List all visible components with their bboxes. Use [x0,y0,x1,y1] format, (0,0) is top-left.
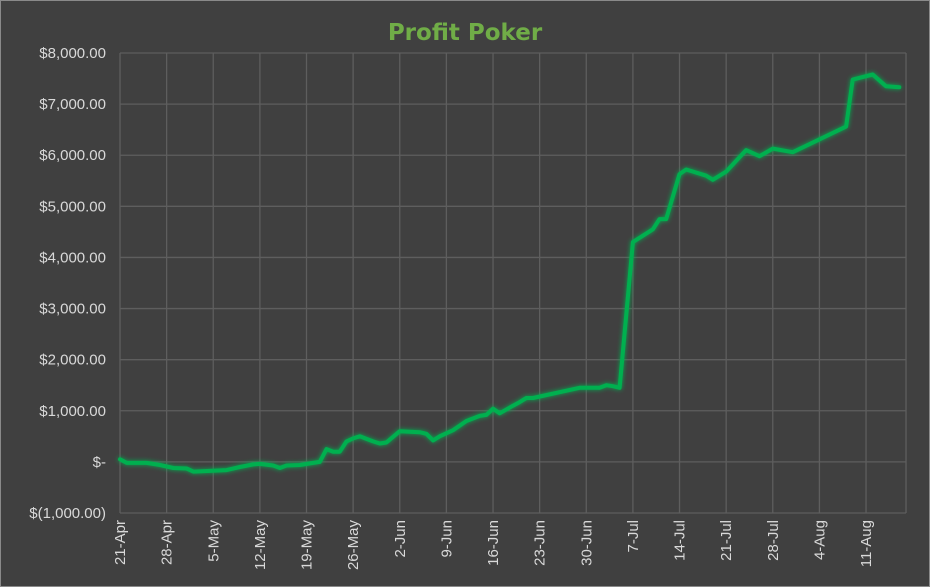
x-tick-label: 16-Jun [485,520,502,566]
y-axis: $8,000.00 $7,000.00 $6,000.00 $5,000.00 $4,0… [29,45,106,522]
x-tick-label: 5-May [205,520,222,562]
x-tick-label: 30-Jun [578,520,595,566]
x-tick-label: 11-Aug [858,520,875,567]
y-tick-label: $3,000.00 [39,301,106,318]
y-tick-label: $(1,000.00) [29,505,106,522]
x-tick-label: 4-Aug [811,520,828,560]
y-tick-label: $- [93,454,106,471]
y-tick-label: $2,000.00 [39,352,106,369]
x-tick-label: 2-Jun [392,520,409,558]
grid [119,52,907,514]
y-tick-label: $1,000.00 [39,403,106,420]
series [118,72,902,474]
series-line [118,72,902,474]
y-tick-label: $5,000.00 [39,198,106,215]
x-tick-label: 26-May [345,520,362,571]
y-tick-label: $7,000.00 [39,96,106,113]
y-tick-label: $4,000.00 [39,249,106,266]
x-tick-label: 21-Jul [718,520,735,561]
x-axis: 21-Apr 28-Apr 5-May 12-May 19-May 26-May 2-Jun… [112,520,875,571]
x-tick-label: 14-Jul [672,520,689,561]
x-tick-label: 12-May [252,520,269,571]
x-tick-label: 21-Apr [112,520,129,565]
x-tick-label: 28-Apr [159,520,176,565]
x-tick-label: 9-Jun [438,520,455,558]
y-tick-label: $8,000.00 [39,45,106,62]
x-tick-label: 7-Jul [625,520,642,553]
x-tick-label: 19-May [299,520,316,571]
x-tick-label: 28-Jul [765,520,782,561]
y-tick-label: $6,000.00 [39,147,106,164]
x-tick-label: 23-Jun [532,520,549,566]
chart-title: Profit Poker [387,20,543,46]
